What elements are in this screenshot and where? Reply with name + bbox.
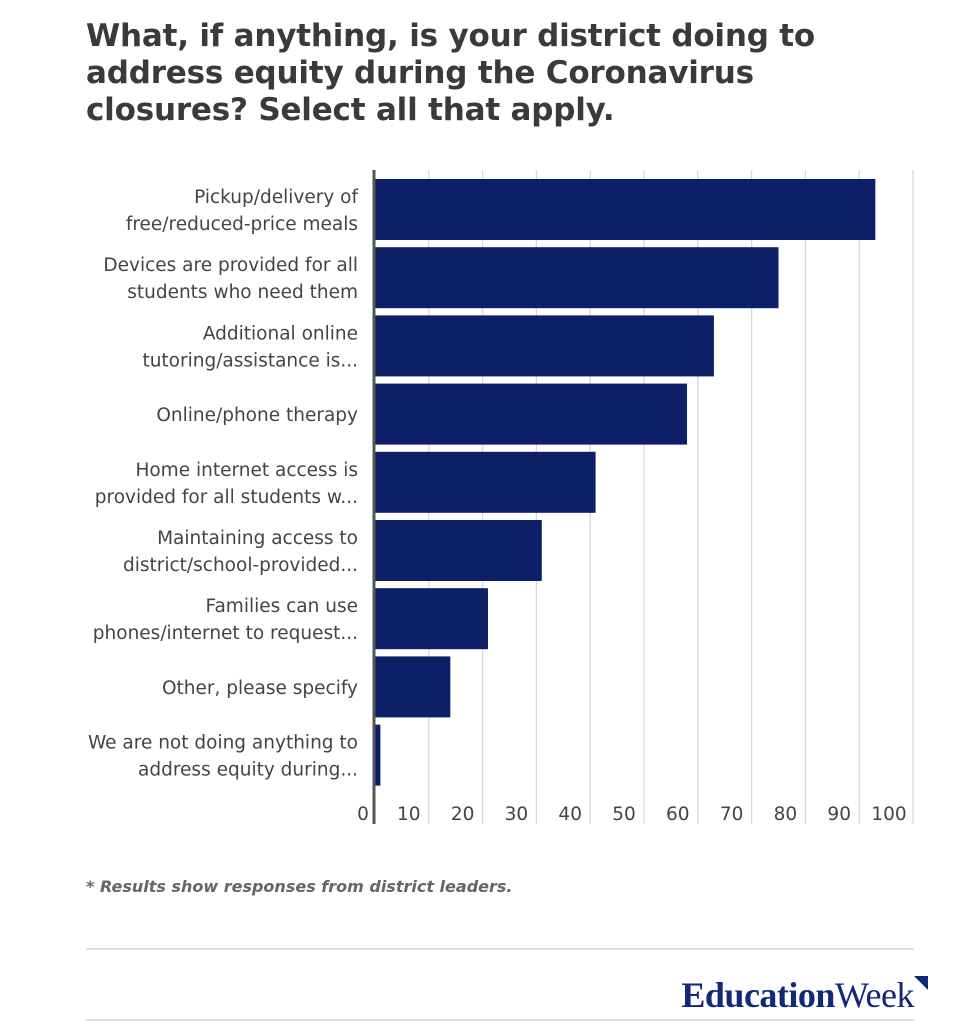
x-tick-label: 80: [774, 804, 798, 825]
divider-bottom: [86, 1019, 914, 1021]
bar: [375, 315, 714, 377]
category-label: Families can use phones/internet to reque…: [93, 596, 358, 644]
logo-corner-mark: [914, 976, 928, 990]
logo-education: Education: [681, 975, 835, 1015]
bar: [375, 656, 451, 718]
divider-top: [86, 948, 914, 950]
x-tick-label: 60: [666, 804, 690, 825]
bar: [375, 179, 876, 240]
category-label: Online/phone therapy: [156, 405, 358, 426]
bar: [375, 520, 542, 581]
footnote: * Results show responses from district l…: [86, 877, 513, 896]
category-label: Pickup/delivery of free/reduced-price mea…: [126, 187, 359, 235]
x-tick-label: 40: [558, 804, 582, 825]
education-week-logo: EducationWeek: [681, 974, 928, 1016]
x-tick-label: 10: [397, 804, 421, 825]
bar: [375, 247, 779, 309]
x-tick-label: 70: [720, 804, 744, 825]
category-label: Home internet access is provided for all …: [95, 460, 358, 508]
x-tick-label: 30: [505, 804, 529, 825]
bar: [375, 724, 381, 786]
x-tick-label: 0: [357, 804, 369, 825]
logo-week: Week: [834, 975, 915, 1015]
x-tick-label: 20: [451, 804, 475, 825]
category-label: Maintaining access to district/school-pro…: [123, 528, 358, 576]
category-label: Devices are provided for all students who…: [103, 255, 358, 303]
category-label: Additional online tutoring/assistance is.…: [142, 323, 358, 371]
category-label: Other, please specify: [162, 678, 358, 699]
x-tick-label: 90: [827, 804, 851, 825]
x-tick-label: 50: [612, 804, 636, 825]
x-tick-label: 100: [871, 804, 906, 825]
category-label: We are not doing anything to address equi…: [88, 733, 358, 781]
bar: [375, 383, 688, 445]
bar: [375, 588, 488, 650]
bar-chart: Pickup/delivery of free/reduced-price mea…: [88, 170, 914, 825]
bar: [375, 451, 596, 513]
chart-title: What, if anything, is your district doin…: [86, 18, 816, 128]
